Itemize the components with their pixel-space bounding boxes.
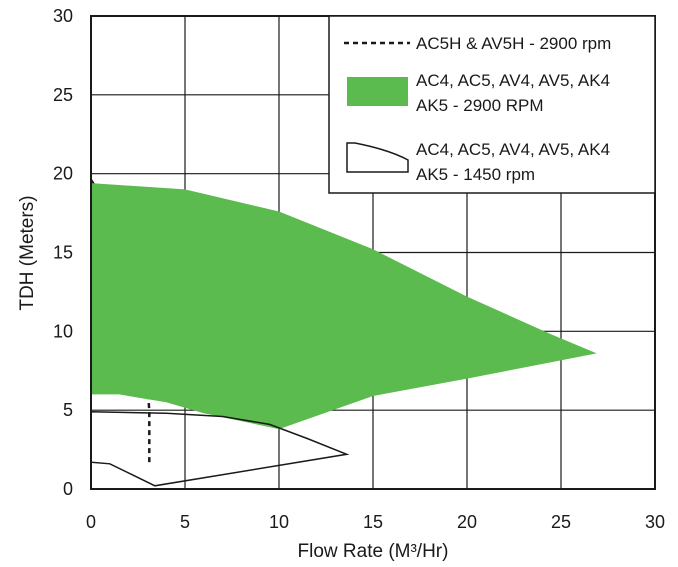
- x-tick-label: 5: [180, 512, 190, 532]
- legend-green-swatch: [347, 77, 408, 106]
- x-tick-label: 25: [551, 512, 571, 532]
- x-axis-title: Flow Rate (M³/Hr): [298, 541, 449, 562]
- x-tick-label: 15: [363, 512, 383, 532]
- legend: AC5H & AV5H - 2900 rpm AC4, AC5, AV4, AV…: [328, 15, 656, 194]
- legend-label-outline-line1: AC4, AC5, AV4, AV5, AK4: [416, 140, 610, 159]
- data-series: [89, 179, 597, 487]
- y-tick-label: 5: [63, 400, 73, 420]
- legend-label-green-line1: AC4, AC5, AV4, AV5, AK4: [416, 71, 610, 90]
- y-tick-label: 10: [53, 321, 73, 341]
- y-tick-label: 30: [53, 6, 73, 26]
- legend-label-outline-line2: AK5 - 1450 rpm: [416, 165, 535, 184]
- legend-outline-swatch: [346, 142, 409, 173]
- y-tick-label: 15: [53, 243, 73, 263]
- x-tick-label: 30: [645, 512, 665, 532]
- legend-label-green-line2: AK5 - 2900 RPM: [416, 96, 544, 115]
- y-tick-label: 25: [53, 85, 73, 105]
- outline-1450rpm-region: [90, 410, 350, 487]
- x-tick-labels: 0 5 10 15 20 25 30: [86, 512, 665, 532]
- y-tick-labels: 0 5 10 15 20 25 30: [53, 6, 73, 499]
- y-tick-label: 0: [63, 479, 73, 499]
- x-tick-label: 0: [86, 512, 96, 532]
- green-2900rpm-region: [91, 183, 597, 430]
- x-tick-label: 20: [457, 512, 477, 532]
- y-axis-title: TDH (Meters): [17, 195, 38, 310]
- y-tick-label: 20: [53, 164, 73, 184]
- legend-label-dashed: AC5H & AV5H - 2900 rpm: [416, 34, 611, 53]
- x-tick-label: 10: [269, 512, 289, 532]
